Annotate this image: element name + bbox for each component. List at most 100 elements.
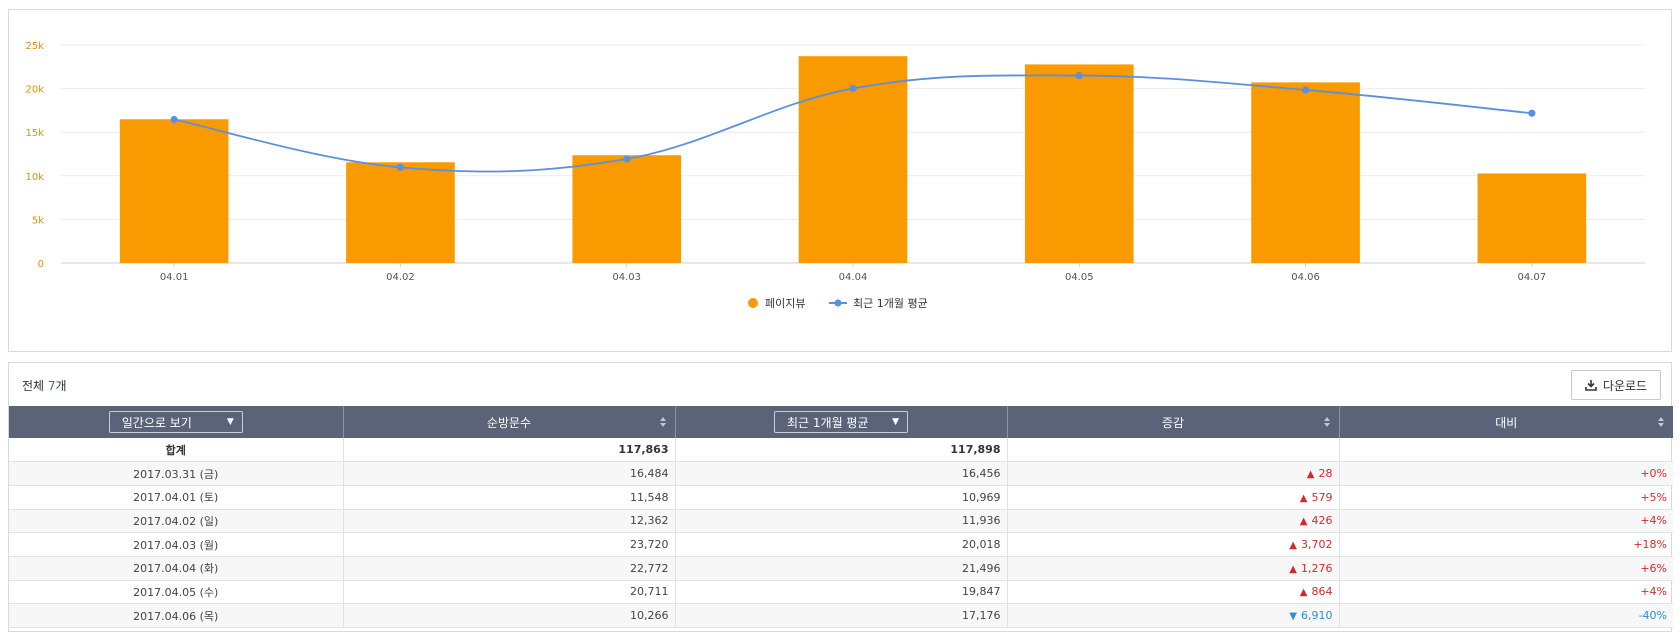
table-header-row: 일간으로 보기 ▼ 순방문수 최근 1개월 평균 ▼ 증감 bbox=[9, 406, 1673, 438]
y-tick-label: 25k bbox=[25, 41, 44, 52]
y-tick-label: 20k bbox=[25, 85, 44, 96]
row-date: 2017.04.04 (화) bbox=[9, 556, 344, 581]
download-button[interactable]: 다운로드 bbox=[1571, 370, 1661, 400]
table-row: 2017.03.31 (금) 16,484 16,456 ▲ 28 +0% bbox=[9, 461, 1673, 486]
x-tick-label: 04.07 bbox=[1518, 272, 1547, 283]
avg-point bbox=[1528, 109, 1536, 117]
row-ratio: +4% bbox=[1339, 580, 1673, 605]
row-ratio: +0% bbox=[1339, 461, 1673, 486]
download-label: 다운로드 bbox=[1602, 378, 1648, 393]
pageview-chart: 0 5k 10k 15k 20k 25k 04.01 04.02 04.03 04.04 04.05… bbox=[25, 41, 1645, 310]
row-change-value: 864 bbox=[1311, 585, 1333, 599]
row-visits: 11,548 bbox=[343, 485, 676, 510]
x-tick-label: 04.05 bbox=[1065, 272, 1094, 283]
caret-down-icon: ▼ bbox=[226, 417, 234, 427]
row-change-value: 426 bbox=[1311, 514, 1333, 528]
triangle-down-icon: ▼ bbox=[1289, 611, 1297, 623]
header-avg: 최근 1개월 평균 ▼ bbox=[675, 406, 1008, 438]
x-tick-label: 04.06 bbox=[1291, 272, 1320, 283]
header-period: 일간으로 보기 ▼ bbox=[9, 406, 344, 438]
sum-row: 합계 117,863 117,898 bbox=[9, 438, 1673, 463]
sum-change bbox=[1007, 438, 1340, 463]
row-change: ▲ 28 bbox=[1007, 461, 1340, 486]
header-visits-label: 순방문수 bbox=[486, 415, 532, 430]
bar bbox=[1477, 173, 1587, 263]
row-date: 2017.04.01 (토) bbox=[9, 485, 344, 510]
bar bbox=[346, 162, 455, 263]
header-change[interactable]: 증감 bbox=[1007, 406, 1340, 438]
row-change-value: 579 bbox=[1311, 490, 1333, 504]
row-visits: 12,362 bbox=[343, 509, 676, 534]
table-row: 2017.04.02 (일) 12,362 11,936 ▲ 426 +4% bbox=[9, 509, 1673, 534]
legend-bar-label: 페이지뷰 bbox=[765, 297, 805, 310]
sort-icon[interactable] bbox=[1323, 416, 1331, 428]
row-date: 2017.04.05 (수) bbox=[9, 580, 344, 605]
period-select[interactable]: 일간으로 보기 ▼ bbox=[108, 411, 243, 433]
x-tick-label: 04.01 bbox=[160, 272, 189, 283]
bar bbox=[119, 119, 229, 263]
total-count: 전체 7개 bbox=[22, 377, 67, 394]
sum-label: 합계 bbox=[9, 438, 344, 463]
y-tick-label: 5k bbox=[32, 215, 44, 226]
row-change: ▲ 3,702 bbox=[1007, 532, 1340, 557]
legend-line-point bbox=[834, 299, 842, 307]
avg-select[interactable]: 최근 1개월 평균 ▼ bbox=[774, 411, 908, 433]
y-tick-label: 0 bbox=[38, 259, 44, 270]
bar bbox=[572, 155, 682, 263]
caret-down-icon: ▼ bbox=[892, 417, 899, 427]
avg-point bbox=[396, 163, 405, 171]
row-change-value: 28 bbox=[1318, 467, 1333, 481]
sort-icon[interactable] bbox=[1657, 416, 1665, 428]
stats-table: 일간으로 보기 ▼ 순방문수 최근 1개월 평균 ▼ 증감 bbox=[9, 406, 1673, 628]
row-change-value: 1,276 bbox=[1301, 561, 1333, 575]
x-tick-label: 04.03 bbox=[612, 272, 641, 283]
row-change-value: 3,702 bbox=[1301, 538, 1333, 552]
triangle-up-icon: ▲ bbox=[1299, 516, 1308, 528]
period-select-label: 일간으로 보기 bbox=[121, 415, 192, 430]
header-visits[interactable]: 순방문수 bbox=[343, 406, 676, 438]
header-change-label: 증감 bbox=[1161, 415, 1185, 430]
triangle-up-icon: ▲ bbox=[1289, 540, 1297, 552]
row-date: 2017.04.03 (월) bbox=[9, 532, 344, 557]
triangle-up-icon: ▲ bbox=[1299, 587, 1308, 599]
bar bbox=[1024, 64, 1134, 263]
triangle-up-icon: ▲ bbox=[1299, 492, 1308, 504]
x-tick-label: 04.02 bbox=[386, 272, 415, 283]
row-change: ▼ 6,910 bbox=[1007, 603, 1340, 628]
sum-ratio bbox=[1339, 438, 1673, 463]
header-ratio[interactable]: 대비 bbox=[1339, 406, 1673, 438]
y-tick-label: 10k bbox=[25, 172, 44, 183]
row-avg: 16,456 bbox=[675, 461, 1008, 486]
total-number: 7 bbox=[47, 379, 56, 393]
row-avg: 19,847 bbox=[675, 580, 1008, 605]
row-visits: 16,484 bbox=[343, 461, 676, 486]
table-row: 2017.04.01 (토) 11,548 10,969 ▲ 579 +5% bbox=[9, 485, 1673, 510]
table-row: 2017.04.05 (수) 20,711 19,847 ▲ 864 +4% bbox=[9, 580, 1673, 605]
bar bbox=[1251, 82, 1360, 263]
sort-icon[interactable] bbox=[659, 416, 667, 428]
row-avg: 17,176 bbox=[675, 603, 1008, 628]
row-change: ▲ 1,276 bbox=[1007, 556, 1340, 581]
row-ratio: +18% bbox=[1339, 532, 1673, 557]
row-change: ▲ 579 bbox=[1007, 485, 1340, 510]
table-row: 2017.04.04 (화) 22,772 21,496 ▲ 1,276 +6% bbox=[9, 556, 1673, 581]
sum-visits: 117,863 bbox=[343, 438, 676, 463]
header-ratio-label: 대비 bbox=[1495, 415, 1518, 430]
x-tick-label: 04.04 bbox=[839, 272, 868, 283]
avg-point bbox=[1301, 86, 1310, 94]
avg-select-label: 최근 1개월 평균 bbox=[787, 415, 869, 430]
row-ratio: +5% bbox=[1339, 485, 1673, 510]
download-icon bbox=[1585, 380, 1597, 391]
avg-point bbox=[1075, 71, 1083, 80]
table-row: 2017.04.03 (월) 23,720 20,018 ▲ 3,702 +18% bbox=[9, 532, 1673, 557]
row-date: 2017.03.31 (금) bbox=[9, 461, 344, 486]
row-change-value: 6,910 bbox=[1301, 609, 1333, 623]
y-tick-label: 15k bbox=[25, 128, 44, 139]
table-row: 2017.04.06 (목) 10,266 17,176 ▼ 6,910 -40% bbox=[9, 603, 1673, 628]
row-avg: 11,936 bbox=[675, 509, 1008, 534]
triangle-up-icon: ▲ bbox=[1289, 563, 1297, 575]
row-avg: 10,969 bbox=[675, 485, 1008, 510]
row-change: ▲ 426 bbox=[1007, 509, 1340, 534]
total-suffix: 개 bbox=[55, 379, 67, 393]
row-ratio: +6% bbox=[1339, 556, 1673, 581]
